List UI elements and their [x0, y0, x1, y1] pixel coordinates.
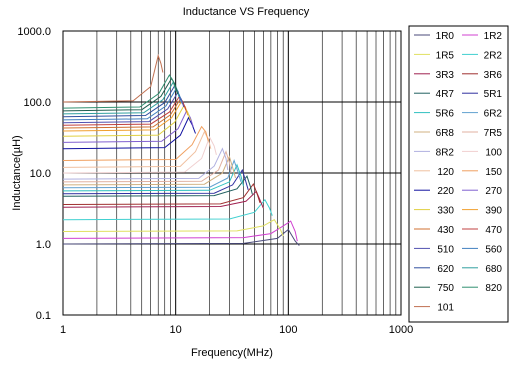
legend-label-820: 820 [485, 283, 502, 294]
legend-label-7R5: 7R5 [484, 128, 503, 139]
legend-label-120: 120 [437, 167, 454, 178]
series-line-150 [62, 125, 209, 161]
legend-label-3R3: 3R3 [436, 70, 455, 81]
legend-label-390: 390 [485, 206, 502, 217]
series-line-6R2 [62, 158, 242, 189]
legend-label-4R7: 4R7 [436, 89, 455, 100]
legend-label-5R6: 5R6 [436, 109, 455, 120]
series-line-2R2 [62, 198, 273, 221]
x-axis-label: Frequency(MHz) [191, 347, 273, 359]
series-line-270 [62, 109, 194, 143]
series-line-5R1 [62, 168, 249, 195]
y-tick-label: 100.0 [23, 97, 51, 109]
x-tick-labels: 1 10 100 1000 [60, 324, 413, 336]
series-line-330 [62, 104, 191, 137]
y-axis-label: Inductance(µH) [11, 135, 23, 210]
legend-label-8R2: 8R2 [436, 147, 455, 158]
series-line-1R2 [62, 220, 298, 242]
legend-label-750: 750 [437, 283, 454, 294]
y-tick-labels: 0.1 1.0 10.0 100.0 1000.0 [17, 26, 51, 322]
y-tick-label: 10.0 [30, 168, 51, 180]
series-line-820 [62, 74, 177, 109]
series-line-510 [62, 91, 185, 124]
chart-title: Inductance VS Frequency [183, 6, 310, 18]
legend-label-6R2: 6R2 [484, 109, 503, 120]
legend-label-680: 680 [485, 264, 502, 275]
x-tick-label: 100 [279, 324, 297, 336]
x-tick-label: 10 [170, 324, 182, 336]
legend-label-1R5: 1R5 [436, 50, 455, 61]
x-tick-label: 1000 [389, 324, 413, 336]
legend-label-620: 620 [437, 264, 454, 275]
series-line-8R2 [62, 147, 229, 180]
legend-label-1R2: 1R2 [484, 31, 503, 42]
series-line-1R5 [62, 219, 284, 237]
y-tick-label: 1000.0 [17, 26, 51, 38]
legend-label-510: 510 [437, 244, 454, 255]
legend-label-100: 100 [485, 147, 502, 158]
x-tick-label: 1 [60, 324, 66, 336]
series-line-100 [62, 135, 217, 174]
legend-label-5R1: 5R1 [484, 89, 503, 100]
series-line-101 [62, 53, 164, 103]
legend-label-101: 101 [437, 303, 454, 314]
series-line-3R6 [62, 182, 261, 205]
legend-label-270: 270 [485, 186, 502, 197]
legend-label-3R6: 3R6 [484, 70, 503, 81]
legend-label-430: 430 [437, 225, 454, 236]
series-line-7R5 [62, 150, 232, 183]
series-line-3R3 [62, 190, 264, 209]
y-tick-label: 1.0 [36, 239, 51, 251]
legend-label-2R2: 2R2 [484, 50, 503, 61]
series-line-560 [62, 88, 183, 121]
series-line-5R6 [62, 163, 244, 192]
legend-label-560: 560 [485, 244, 502, 255]
series-line-470 [62, 95, 187, 126]
series-line-6R8 [62, 155, 236, 186]
series-line-750 [62, 77, 179, 112]
legend-label-470: 470 [485, 225, 502, 236]
y-tick-label: 0.1 [36, 310, 51, 322]
legend-label-220: 220 [437, 186, 454, 197]
series-line-620 [62, 84, 181, 118]
series-line-4R7 [62, 175, 253, 197]
legend: 1R0 1R2 1R5 2R2 3R3 3R6 4R7 5R1 5R6 6R2 6R8 7R5 8R2 1… [414, 31, 502, 314]
series-layer [62, 53, 300, 246]
legend-box [408, 25, 509, 323]
grid [63, 31, 401, 315]
legend-label-330: 330 [437, 206, 454, 217]
series-line-120 [62, 130, 212, 168]
legend-label-6R8: 6R8 [436, 128, 455, 139]
legend-label-1R0: 1R0 [436, 31, 455, 42]
legend-label-150: 150 [485, 167, 502, 178]
